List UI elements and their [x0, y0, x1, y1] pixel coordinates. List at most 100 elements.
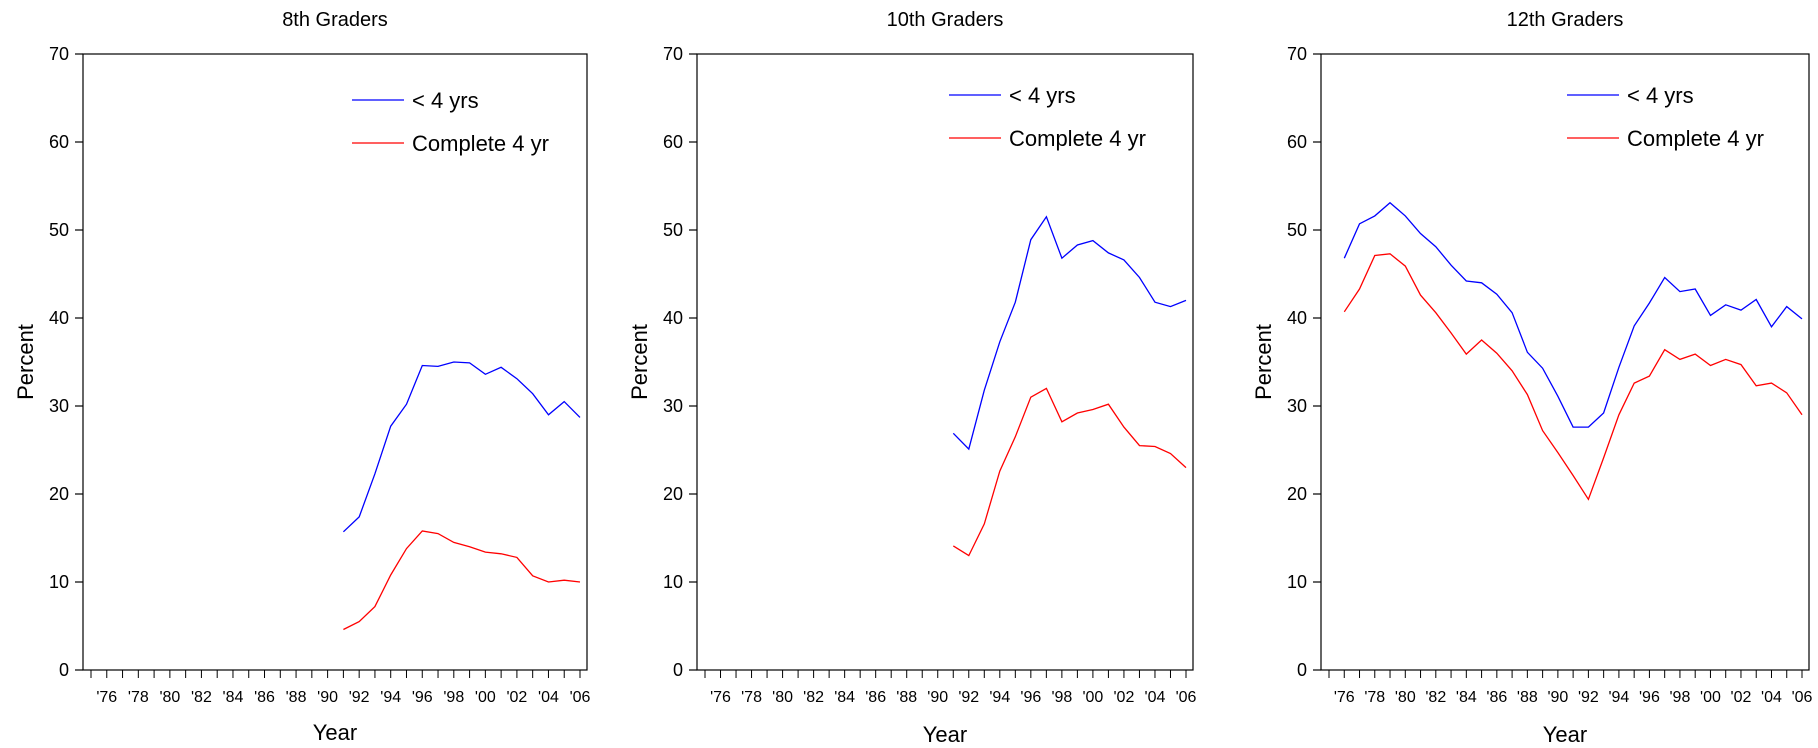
x-tick-label: '84: [834, 689, 855, 706]
y-tick-label: 20: [663, 484, 683, 504]
plot-area-frame: [82, 53, 588, 671]
x-tick-label: '78: [741, 689, 762, 706]
legend-label-1: < 4 yrs: [412, 88, 479, 113]
y-tick-label: 70: [1287, 44, 1307, 64]
y-axis-label: Percent: [627, 324, 652, 400]
x-tick-label: '06: [1176, 689, 1197, 706]
y-tick-label: 10: [1287, 572, 1307, 592]
chart-title: 12th Graders: [1507, 9, 1624, 31]
y-axis-label: Percent: [1251, 324, 1276, 400]
series-line-2: [952, 387, 1187, 557]
x-tick-label: '86: [865, 689, 886, 706]
y-tick-label: 70: [49, 44, 69, 64]
x-tick-label: '98: [443, 689, 464, 706]
legend-label-1: < 4 yrs: [1009, 83, 1076, 108]
y-tick-label: 20: [49, 484, 69, 504]
x-tick-label: '86: [1486, 689, 1507, 706]
x-axis-label: Year: [1543, 722, 1587, 747]
series-line-1: [342, 361, 581, 533]
x-tick-label: '96: [1639, 689, 1660, 706]
y-tick-label: 40: [663, 308, 683, 328]
plot-area-frame: [696, 53, 1194, 671]
y-tick-label: 70: [663, 44, 683, 64]
y-tick-label: 60: [1287, 132, 1307, 152]
legend-label-2: Complete 4 yr: [1627, 126, 1764, 151]
y-tick-label: 0: [673, 660, 683, 680]
chart-title: 8th Graders: [282, 9, 388, 31]
x-tick-label: '00: [1700, 689, 1721, 706]
x-tick-label: '04: [1145, 689, 1166, 706]
y-tick-label: 50: [49, 220, 69, 240]
x-tick-label: '06: [1792, 689, 1813, 706]
x-tick-label: '98: [1670, 689, 1691, 706]
x-tick-label: '82: [1425, 689, 1446, 706]
y-tick-label: 60: [49, 132, 69, 152]
x-tick-label: '96: [1020, 689, 1041, 706]
series-line-2: [343, 530, 581, 631]
series-line-2: [1343, 253, 1803, 501]
x-tick-label: '80: [159, 689, 180, 706]
y-tick-label: 30: [49, 396, 69, 416]
legend-label-1: < 4 yrs: [1627, 83, 1694, 108]
x-tick-label: '02: [1731, 689, 1752, 706]
chart-title: 10th Graders: [887, 9, 1004, 31]
x-tick-label: '82: [803, 689, 824, 706]
x-tick-label: '90: [317, 689, 338, 706]
x-tick-label: '98: [1051, 689, 1072, 706]
legend-label-2: Complete 4 yr: [412, 131, 549, 156]
y-tick-label: 50: [663, 220, 683, 240]
plot-area-frame: [1320, 53, 1810, 671]
y-tick-label: 0: [1297, 660, 1307, 680]
x-tick-label: '90: [1547, 689, 1568, 706]
x-tick-label: '78: [1364, 689, 1385, 706]
chart-panel-1: 8th Graders 0 10 20 30 40 50 60 70 '76 '78 '80 '82 '8…: [13, 9, 591, 745]
x-tick-label: '90: [927, 689, 948, 706]
x-tick-label: '02: [506, 689, 527, 706]
x-tick-label: '02: [1114, 689, 1135, 706]
x-tick-label: '92: [349, 689, 370, 706]
x-tick-label: '00: [1082, 689, 1103, 706]
x-tick-label: '04: [538, 689, 559, 706]
x-tick-label: '94: [989, 689, 1010, 706]
x-axis-label: Year: [313, 720, 357, 745]
x-tick-label: '94: [1608, 689, 1629, 706]
x-tick-label: '06: [570, 689, 591, 706]
y-tick-label: 0: [59, 660, 69, 680]
x-tick-label: '00: [475, 689, 496, 706]
x-tick-label: '78: [128, 689, 149, 706]
x-tick-label: '80: [1395, 689, 1416, 706]
y-tick-label: 50: [1287, 220, 1307, 240]
x-tick-label: '82: [191, 689, 212, 706]
legend-label-2: Complete 4 yr: [1009, 126, 1146, 151]
x-tick-label: '86: [254, 689, 275, 706]
y-tick-label: 10: [49, 572, 69, 592]
y-axis-label: Percent: [13, 324, 38, 400]
x-tick-label: '92: [1578, 689, 1599, 706]
y-tick-label: 20: [1287, 484, 1307, 504]
x-tick-label: '04: [1761, 689, 1782, 706]
y-tick-label: 30: [1287, 396, 1307, 416]
x-tick-label: '96: [412, 689, 433, 706]
x-tick-label: '76: [96, 689, 117, 706]
y-tick-label: 30: [663, 396, 683, 416]
chart-panel-3: 12th Graders 0 10 20 30 40 50 60 70 '76 '78 '80 '82 '…: [1251, 9, 1813, 747]
y-tick-label: 40: [1287, 308, 1307, 328]
y-tick-label: 60: [663, 132, 683, 152]
x-tick-label: '88: [1517, 689, 1538, 706]
y-tick-label: 40: [49, 308, 69, 328]
x-tick-label: '92: [958, 689, 979, 706]
y-tick-label: 10: [663, 572, 683, 592]
x-tick-label: '94: [380, 689, 401, 706]
x-tick-label: '80: [772, 689, 793, 706]
series-line-1: [952, 215, 1187, 451]
x-tick-label: '88: [896, 689, 917, 706]
x-tick-label: '76: [710, 689, 731, 706]
x-tick-label: '84: [1456, 689, 1477, 706]
x-tick-label: '76: [1334, 689, 1355, 706]
x-axis-label: Year: [923, 722, 967, 747]
x-tick-label: '84: [223, 689, 244, 706]
x-tick-label: '88: [286, 689, 307, 706]
series-line-1: [1343, 201, 1803, 428]
chart-panel-2: 10th Graders 0 10 20 30 40 50 60 70 '76 '78 '80 '82 '…: [627, 9, 1197, 747]
